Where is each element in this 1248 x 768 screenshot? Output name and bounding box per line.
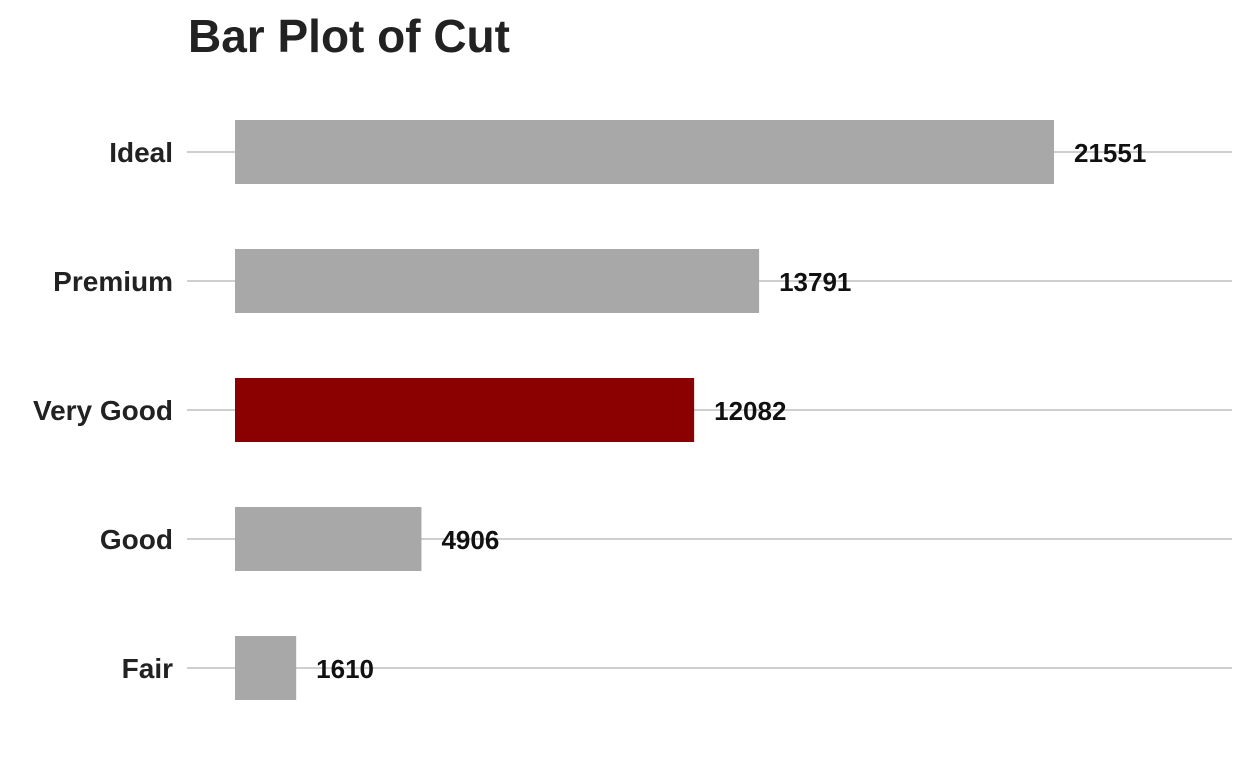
value-labels: 21551 13791 12082 4906 1610 [316, 138, 1146, 684]
bar-ideal [235, 120, 1054, 184]
bar-fair [235, 636, 297, 700]
category-label-ideal: Ideal [109, 137, 173, 168]
value-label-ideal: 21551 [1074, 138, 1146, 168]
value-label-good: 4906 [441, 525, 499, 555]
category-label-good: Good [100, 524, 173, 555]
category-labels: Ideal Premium Very Good Good Fair [33, 137, 173, 684]
category-label-fair: Fair [122, 653, 173, 684]
bar-very-good [235, 378, 695, 442]
bar-premium [235, 249, 760, 313]
chart-title: Bar Plot of Cut [188, 10, 510, 62]
value-label-fair: 1610 [316, 654, 374, 684]
bar-good [235, 507, 422, 571]
category-label-premium: Premium [53, 266, 173, 297]
bars [235, 120, 1054, 700]
value-label-very-good: 12082 [714, 396, 786, 426]
value-label-premium: 13791 [779, 267, 851, 297]
category-label-very-good: Very Good [33, 395, 173, 426]
